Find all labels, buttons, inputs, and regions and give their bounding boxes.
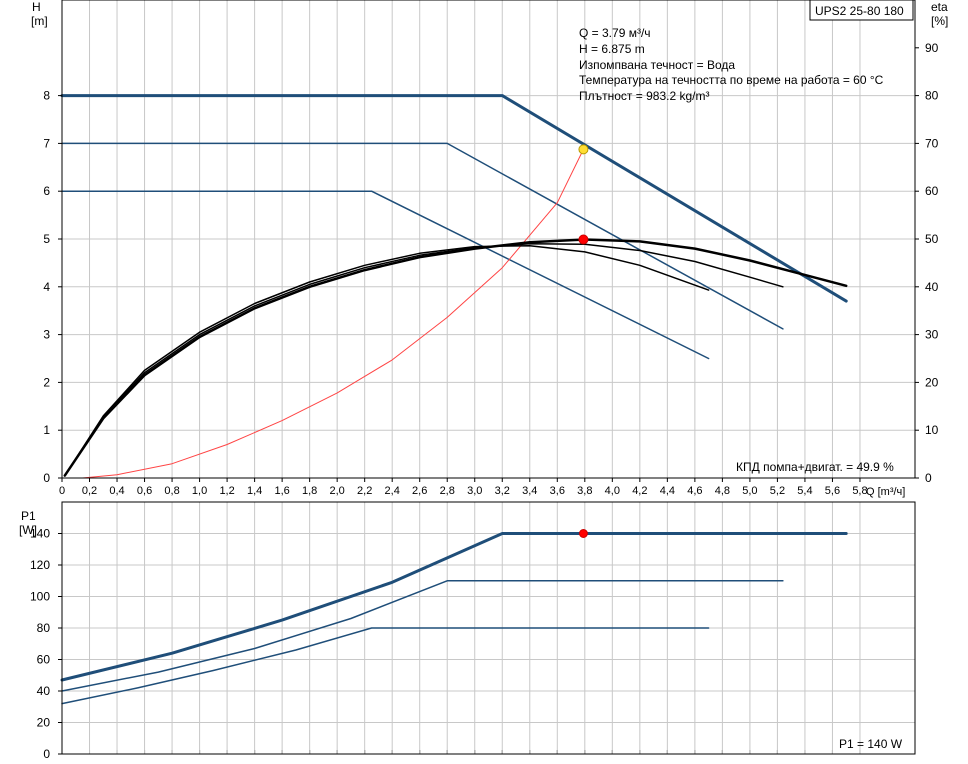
y-axis-label-eta: eta [931, 0, 948, 14]
y-tick-label-left: 4 [43, 280, 50, 294]
p1-axis-label: P1 [21, 509, 36, 523]
model-label-box [809, 0, 914, 21]
y-axis-unit-h: [m] [31, 14, 48, 28]
bottom-points [578, 529, 588, 538]
x-tick-label: 2,8 [440, 485, 455, 497]
x-tick-label: 2,4 [385, 485, 400, 497]
p1-tick-label: 140 [30, 527, 50, 541]
x-tick-label: 3,8 [577, 485, 592, 497]
x-axis-label: Q [m³/ч] [866, 486, 905, 498]
y-axis-unit-eta: [%] [931, 14, 948, 28]
x-tick-label: 1,0 [192, 485, 207, 497]
x-tick-label: 3,4 [522, 485, 537, 497]
top-curves [60, 94, 848, 479]
top-y-ticks-right: 0 10 20 30 40 50 60 70 80 90 [915, 41, 939, 485]
y-tick-label-right: 90 [925, 41, 939, 55]
y-tick-label-left: 7 [43, 136, 50, 150]
x-tick-label: 5,2 [770, 485, 785, 497]
y-tick-label-left: 8 [43, 89, 50, 103]
power-curve-2 [61, 627, 710, 705]
x-tick-label: 5,0 [742, 485, 757, 497]
x-tick-label: 1,6 [274, 485, 289, 497]
pump-curve-2 [61, 190, 710, 360]
x-tick-label: 3,6 [550, 485, 565, 497]
y-axis-label-h: H [32, 0, 41, 14]
efficiency-curve-6 [64, 244, 710, 477]
p1-tick-label: 0 [43, 747, 50, 761]
x-tick-label: 2,0 [330, 485, 345, 497]
system-curve-3 [82, 148, 584, 479]
pump-curve-0 [60, 94, 848, 303]
bottom-y-ticks: 0 20 40 60 80 100 120 140 [30, 527, 62, 761]
info-head: H = 6.875 m [579, 42, 645, 56]
x-tick-label: 1,4 [247, 485, 262, 497]
y-tick-label-right: 10 [925, 423, 939, 437]
info-liquid: Изпомпвана течност = Вода [579, 58, 735, 72]
y-tick-label-right: 60 [925, 184, 939, 198]
p1-tick-label: 20 [37, 716, 51, 730]
y-tick-label-left: 5 [43, 232, 50, 246]
y-tick-label-left: 0 [43, 471, 50, 485]
x-tick-label: 0,2 [82, 485, 97, 497]
y-tick-label-left: 2 [43, 375, 50, 389]
efficiency-curve-5 [64, 243, 784, 477]
p1-tick-label: 120 [30, 558, 50, 572]
x-tick-label: 0,4 [109, 485, 124, 497]
x-tick-label: 4,8 [715, 485, 730, 497]
x-tick-label: 2,6 [412, 485, 427, 497]
x-tick-label: 0 [59, 485, 65, 497]
y-tick-label-right: 50 [925, 232, 939, 246]
x-tick-label: 4,4 [660, 485, 675, 497]
efficiency-label: КПД помпа+двигат. = 49.9 % [736, 460, 894, 474]
top-x-ticks: 0 0,2 0,4 0,6 0,8 1,0 1,2 1,4 1,6 1,8 2,0 2,2 2,4 2,6… [59, 478, 868, 754]
power-point-marker [578, 529, 588, 538]
info-density: Плътност = 983.2 kg/m³ [579, 89, 709, 103]
power-curve-1 [61, 580, 784, 692]
x-tick-label: 3,2 [495, 485, 510, 497]
p1-tick-label: 40 [37, 684, 51, 698]
efficiency-curve-4 [63, 238, 848, 477]
x-tick-label: 0,6 [137, 485, 152, 497]
x-tick-label: 2,2 [357, 485, 372, 497]
top-grid [61, 0, 915, 479]
y-tick-label-right: 30 [925, 328, 939, 342]
x-tick-label: 3,0 [467, 485, 482, 497]
model-label: UPS2 25-80 180 [815, 4, 904, 18]
bottom-curves [60, 532, 848, 705]
x-tick-label: 0,8 [164, 485, 179, 497]
power-curve-0 [60, 532, 848, 682]
y-tick-label-left: 6 [43, 184, 50, 198]
power-label: P1 = 140 W [839, 737, 903, 751]
p1-tick-label: 100 [30, 590, 50, 604]
p1-tick-label: 80 [37, 621, 51, 635]
x-tick-label: 4,0 [605, 485, 620, 497]
info-temperature: Температура на течността по време на раб… [579, 73, 884, 87]
y-tick-label-right: 80 [925, 89, 939, 103]
x-tick-label: 5,6 [825, 485, 840, 497]
info-box: Q = 3.79 м³/ч H = 6.875 m Изпомпвана теч… [579, 26, 884, 103]
info-flow: Q = 3.79 м³/ч [579, 26, 651, 40]
top-y-ticks-left: 0 1 2 3 4 5 6 7 8 [43, 89, 62, 485]
p1-tick-label: 60 [37, 653, 51, 667]
y-tick-label-right: 40 [925, 280, 939, 294]
p1-axis-unit: [W] [19, 523, 37, 537]
x-tick-label: 5,4 [797, 485, 812, 497]
y-tick-label-right: 20 [925, 375, 939, 389]
y-tick-label-right: 70 [925, 136, 939, 150]
x-tick-label: 1,8 [302, 485, 317, 497]
y-tick-label-left: 1 [43, 423, 50, 437]
x-tick-label: 4,6 [687, 485, 702, 497]
top-points [578, 144, 589, 245]
efficiency-point-marker [578, 234, 589, 245]
y-tick-label-left: 3 [43, 328, 50, 342]
duty-point-marker [578, 144, 589, 155]
y-tick-label-right: 0 [925, 471, 932, 485]
x-tick-label: 1,2 [219, 485, 234, 497]
x-tick-label: 5,8 [852, 485, 867, 497]
pump-curve-1 [61, 142, 784, 330]
x-tick-label: 4,2 [632, 485, 647, 497]
